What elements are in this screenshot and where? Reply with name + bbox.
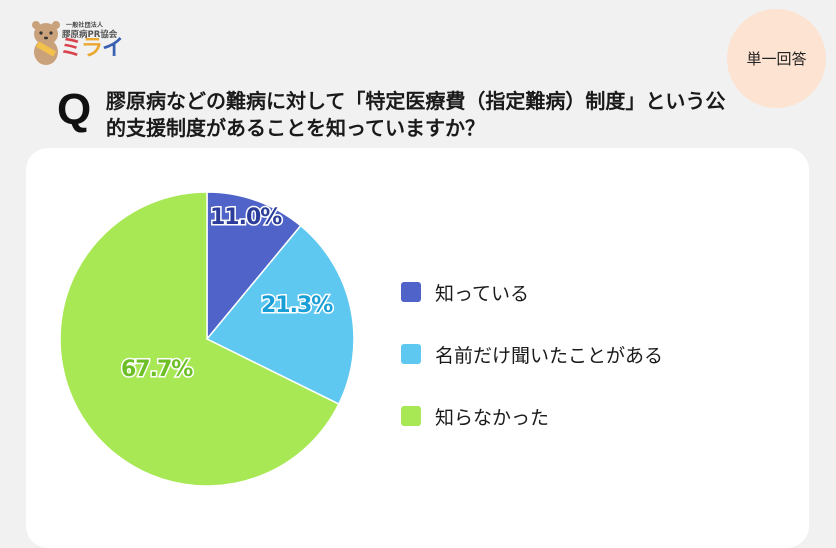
legend-label: 知らなかった — [435, 406, 550, 429]
quokka-mascot-icon — [32, 21, 60, 65]
legend-item: 名前だけ聞いたことがある — [401, 323, 663, 385]
chart-card: 11.0% 21.3% 67.7% 知っている名前だけ聞いたことがある 知らなかった — [26, 148, 809, 548]
legend-item: 知らなかった — [401, 385, 663, 447]
legend-item: 知っている — [401, 261, 663, 323]
legend-swatch-icon — [401, 406, 421, 426]
pie-slice-label: 21.3% — [261, 293, 333, 318]
pie-slice — [205, 224, 355, 406]
legend-label: 知っている — [435, 282, 530, 305]
legend-swatch-icon — [401, 282, 421, 302]
pie-slice — [206, 191, 302, 342]
logo: 一般社団法人 膠原病PR協会 ミライ — [28, 18, 138, 68]
logo-org-name: 膠原病PR協会 — [62, 30, 118, 40]
pie-slice-label: 11.0% — [210, 205, 282, 230]
logo-name: ミライ — [60, 36, 124, 61]
legend-label: 名前だけ聞いたことがある — [435, 344, 664, 367]
legend-swatch-icon — [401, 344, 421, 364]
question-marker: Q — [57, 85, 92, 134]
pie-slice — [59, 191, 340, 487]
legend: 知っている名前だけ聞いたことがある 知らなかった — [401, 261, 663, 447]
single-answer-badge: 単一回答 — [727, 9, 826, 108]
logo-org-type: 一般社団法人 — [66, 22, 104, 29]
pie-slice-label: 67.7% — [121, 357, 193, 382]
badge-label: 単一回答 — [746, 50, 807, 68]
question-text: 膠原病などの難病に対して「特定医療費（指定難病）制度」という公的支援制度があるこ… — [106, 89, 726, 140]
pie-chart: 11.0% 21.3% 67.7% — [59, 191, 355, 487]
